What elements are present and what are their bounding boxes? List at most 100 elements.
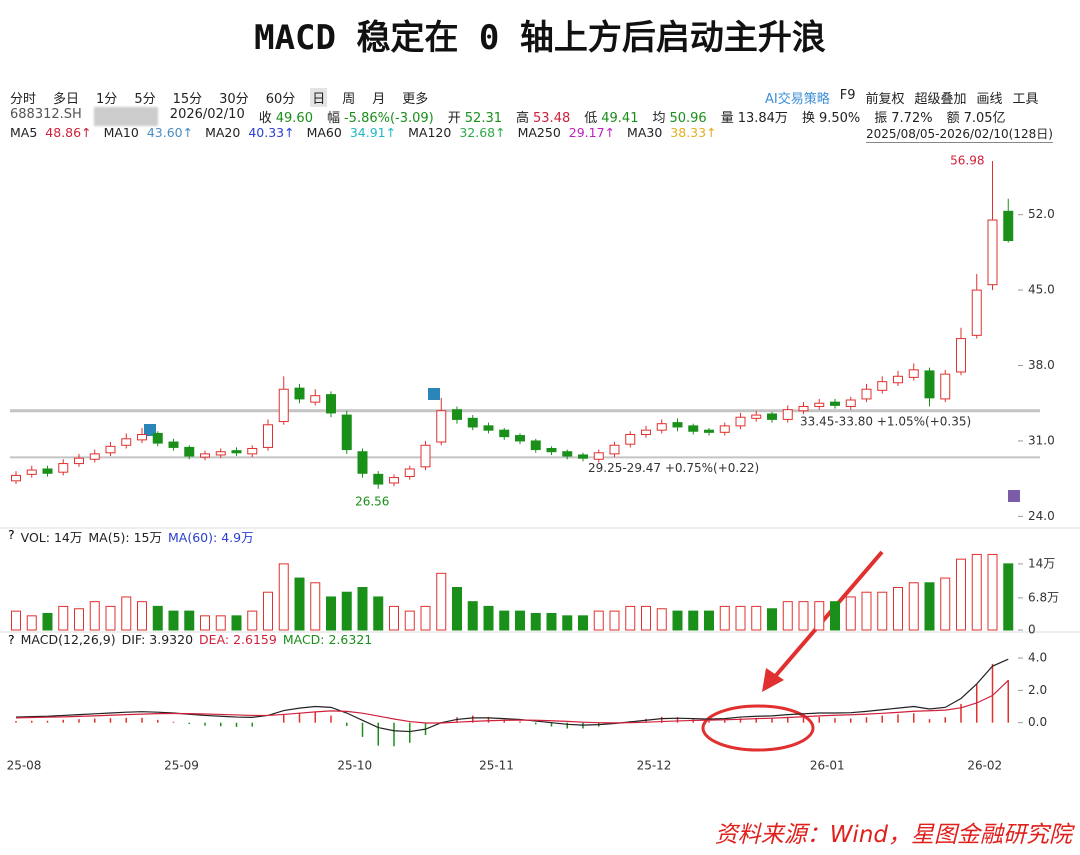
period-button[interactable]: 周 — [342, 92, 356, 107]
volume-bar — [420, 605, 431, 631]
ma-item: MA10 43.60↑ — [102, 125, 196, 140]
legend-item: VOL: 14万 — [20, 530, 83, 545]
volume-bar — [483, 605, 494, 631]
ma-label: MA60 — [306, 125, 342, 140]
quote-label: 额 — [946, 111, 960, 126]
volume-bar — [467, 601, 478, 631]
quote-value: -5.86%(-3.09) — [343, 111, 434, 126]
volume-bar — [499, 610, 510, 631]
period-button[interactable]: 5分 — [134, 92, 156, 107]
candle-body — [609, 444, 620, 455]
candle-body — [215, 451, 226, 456]
period-button[interactable]: 1分 — [96, 92, 118, 107]
volume-bar — [89, 601, 100, 631]
candle-body — [751, 414, 762, 419]
legend-item: MACD: 2.6321 — [282, 632, 373, 647]
candle-body — [373, 473, 384, 485]
candle-body — [326, 394, 336, 414]
ma-value: 29.17↑ — [568, 125, 616, 140]
volume-bar — [263, 591, 273, 631]
candle-body — [814, 402, 825, 407]
ma-label: MA250 — [517, 125, 561, 140]
quote-value: 9.50% — [818, 111, 861, 126]
volume-bar — [845, 596, 856, 631]
ma-value: 38.33↑ — [670, 125, 717, 140]
candle-body — [893, 375, 903, 384]
candle-body — [247, 447, 258, 455]
candle-body — [987, 219, 998, 286]
volume-bar — [908, 582, 919, 631]
period-button[interactable]: 更多 — [402, 92, 429, 107]
volume-bar — [452, 587, 462, 631]
candle-body — [263, 424, 273, 448]
tool-button[interactable]: 前复权 — [865, 92, 905, 107]
volume-bar — [987, 553, 998, 631]
period-button[interactable]: 月 — [372, 92, 386, 107]
stock-code: 688312.SH — [10, 107, 82, 122]
candle-body — [42, 468, 53, 474]
quote-item: 幅 -5.86%(-3.09) — [325, 107, 436, 126]
volume-bar — [656, 608, 667, 631]
candle-body — [389, 477, 399, 484]
y-tick-label: 14万 — [1028, 556, 1055, 570]
quote-label: 幅 — [326, 111, 340, 126]
volume-bar — [294, 577, 305, 631]
ma-label: MA5 — [10, 125, 38, 140]
y-tick-label: 0 — [1028, 623, 1036, 637]
volume-bar — [152, 605, 163, 631]
volume-bar — [893, 587, 903, 631]
tool-button[interactable]: F9 — [839, 88, 856, 103]
x-tick-label: 25-12 — [637, 759, 672, 773]
volume-bar — [562, 615, 573, 631]
candle-body — [137, 433, 147, 441]
quote-bar: 688312.SH 2026/02/10 收 49.60 幅 -5.86%(-3.09… — [8, 107, 1008, 126]
y-tick-label: 6.8万 — [1028, 590, 1059, 604]
legend-item: MACD(12,26,9) — [20, 632, 116, 647]
volume-bar — [121, 596, 132, 631]
candle-body — [278, 388, 289, 423]
y-tick-label: 24.0 — [1028, 509, 1055, 523]
period-button[interactable]: 分时 — [10, 92, 37, 107]
candle-body — [656, 423, 667, 431]
signal-icon[interactable] — [1008, 490, 1020, 502]
period-button[interactable]: 日 — [310, 88, 328, 107]
period-button[interactable]: 30分 — [219, 92, 249, 107]
candle-body — [861, 388, 872, 400]
help-icon: ? — [8, 632, 15, 647]
quote-item: 开 52.31 — [446, 107, 504, 126]
quote-value: 50.96 — [669, 111, 707, 126]
tool-button[interactable]: AI交易策略 — [765, 92, 830, 107]
period-button[interactable]: 多日 — [53, 92, 80, 107]
quote-item: 振 7.72% — [872, 107, 934, 126]
quote-item: 量 13.84万 — [719, 107, 790, 126]
volume-bar — [357, 587, 368, 631]
tool-button[interactable]: 工具 — [1012, 92, 1039, 107]
quote-label: 低 — [584, 111, 598, 126]
candle-body — [515, 435, 525, 442]
candle-body — [530, 440, 541, 451]
tool-button[interactable]: 超级叠加 — [914, 92, 967, 107]
ma-item: MA5 48.86↑ — [8, 125, 94, 140]
ma-item: MA20 40.33↑ — [203, 125, 297, 140]
legend-item: DIF: 3.9320 — [121, 632, 194, 647]
tool-button[interactable]: 画线 — [976, 92, 1003, 107]
candle-body — [798, 405, 809, 412]
volume-bar — [278, 563, 289, 631]
signal-icon[interactable] — [428, 388, 440, 400]
period-button[interactable]: 15分 — [172, 92, 203, 107]
ma-item: MA30 38.33↑ — [625, 125, 719, 140]
volume-bar — [625, 605, 636, 631]
quote-label: 高 — [516, 111, 530, 126]
candle-body — [452, 409, 462, 420]
candle-body — [499, 429, 510, 438]
candle-body — [74, 457, 84, 465]
y-tick-label: 2.0 — [1028, 683, 1047, 697]
volume-bar — [58, 605, 69, 631]
volume-bar — [1003, 563, 1014, 631]
y-tick-label: 0.0 — [1028, 715, 1047, 729]
ma-item: MA60 34.91↑ — [305, 125, 399, 140]
candle-body — [26, 469, 37, 475]
period-button[interactable]: 60分 — [265, 92, 296, 107]
date-range[interactable]: 2025/08/05-2026/02/10(128日) — [866, 127, 1053, 143]
